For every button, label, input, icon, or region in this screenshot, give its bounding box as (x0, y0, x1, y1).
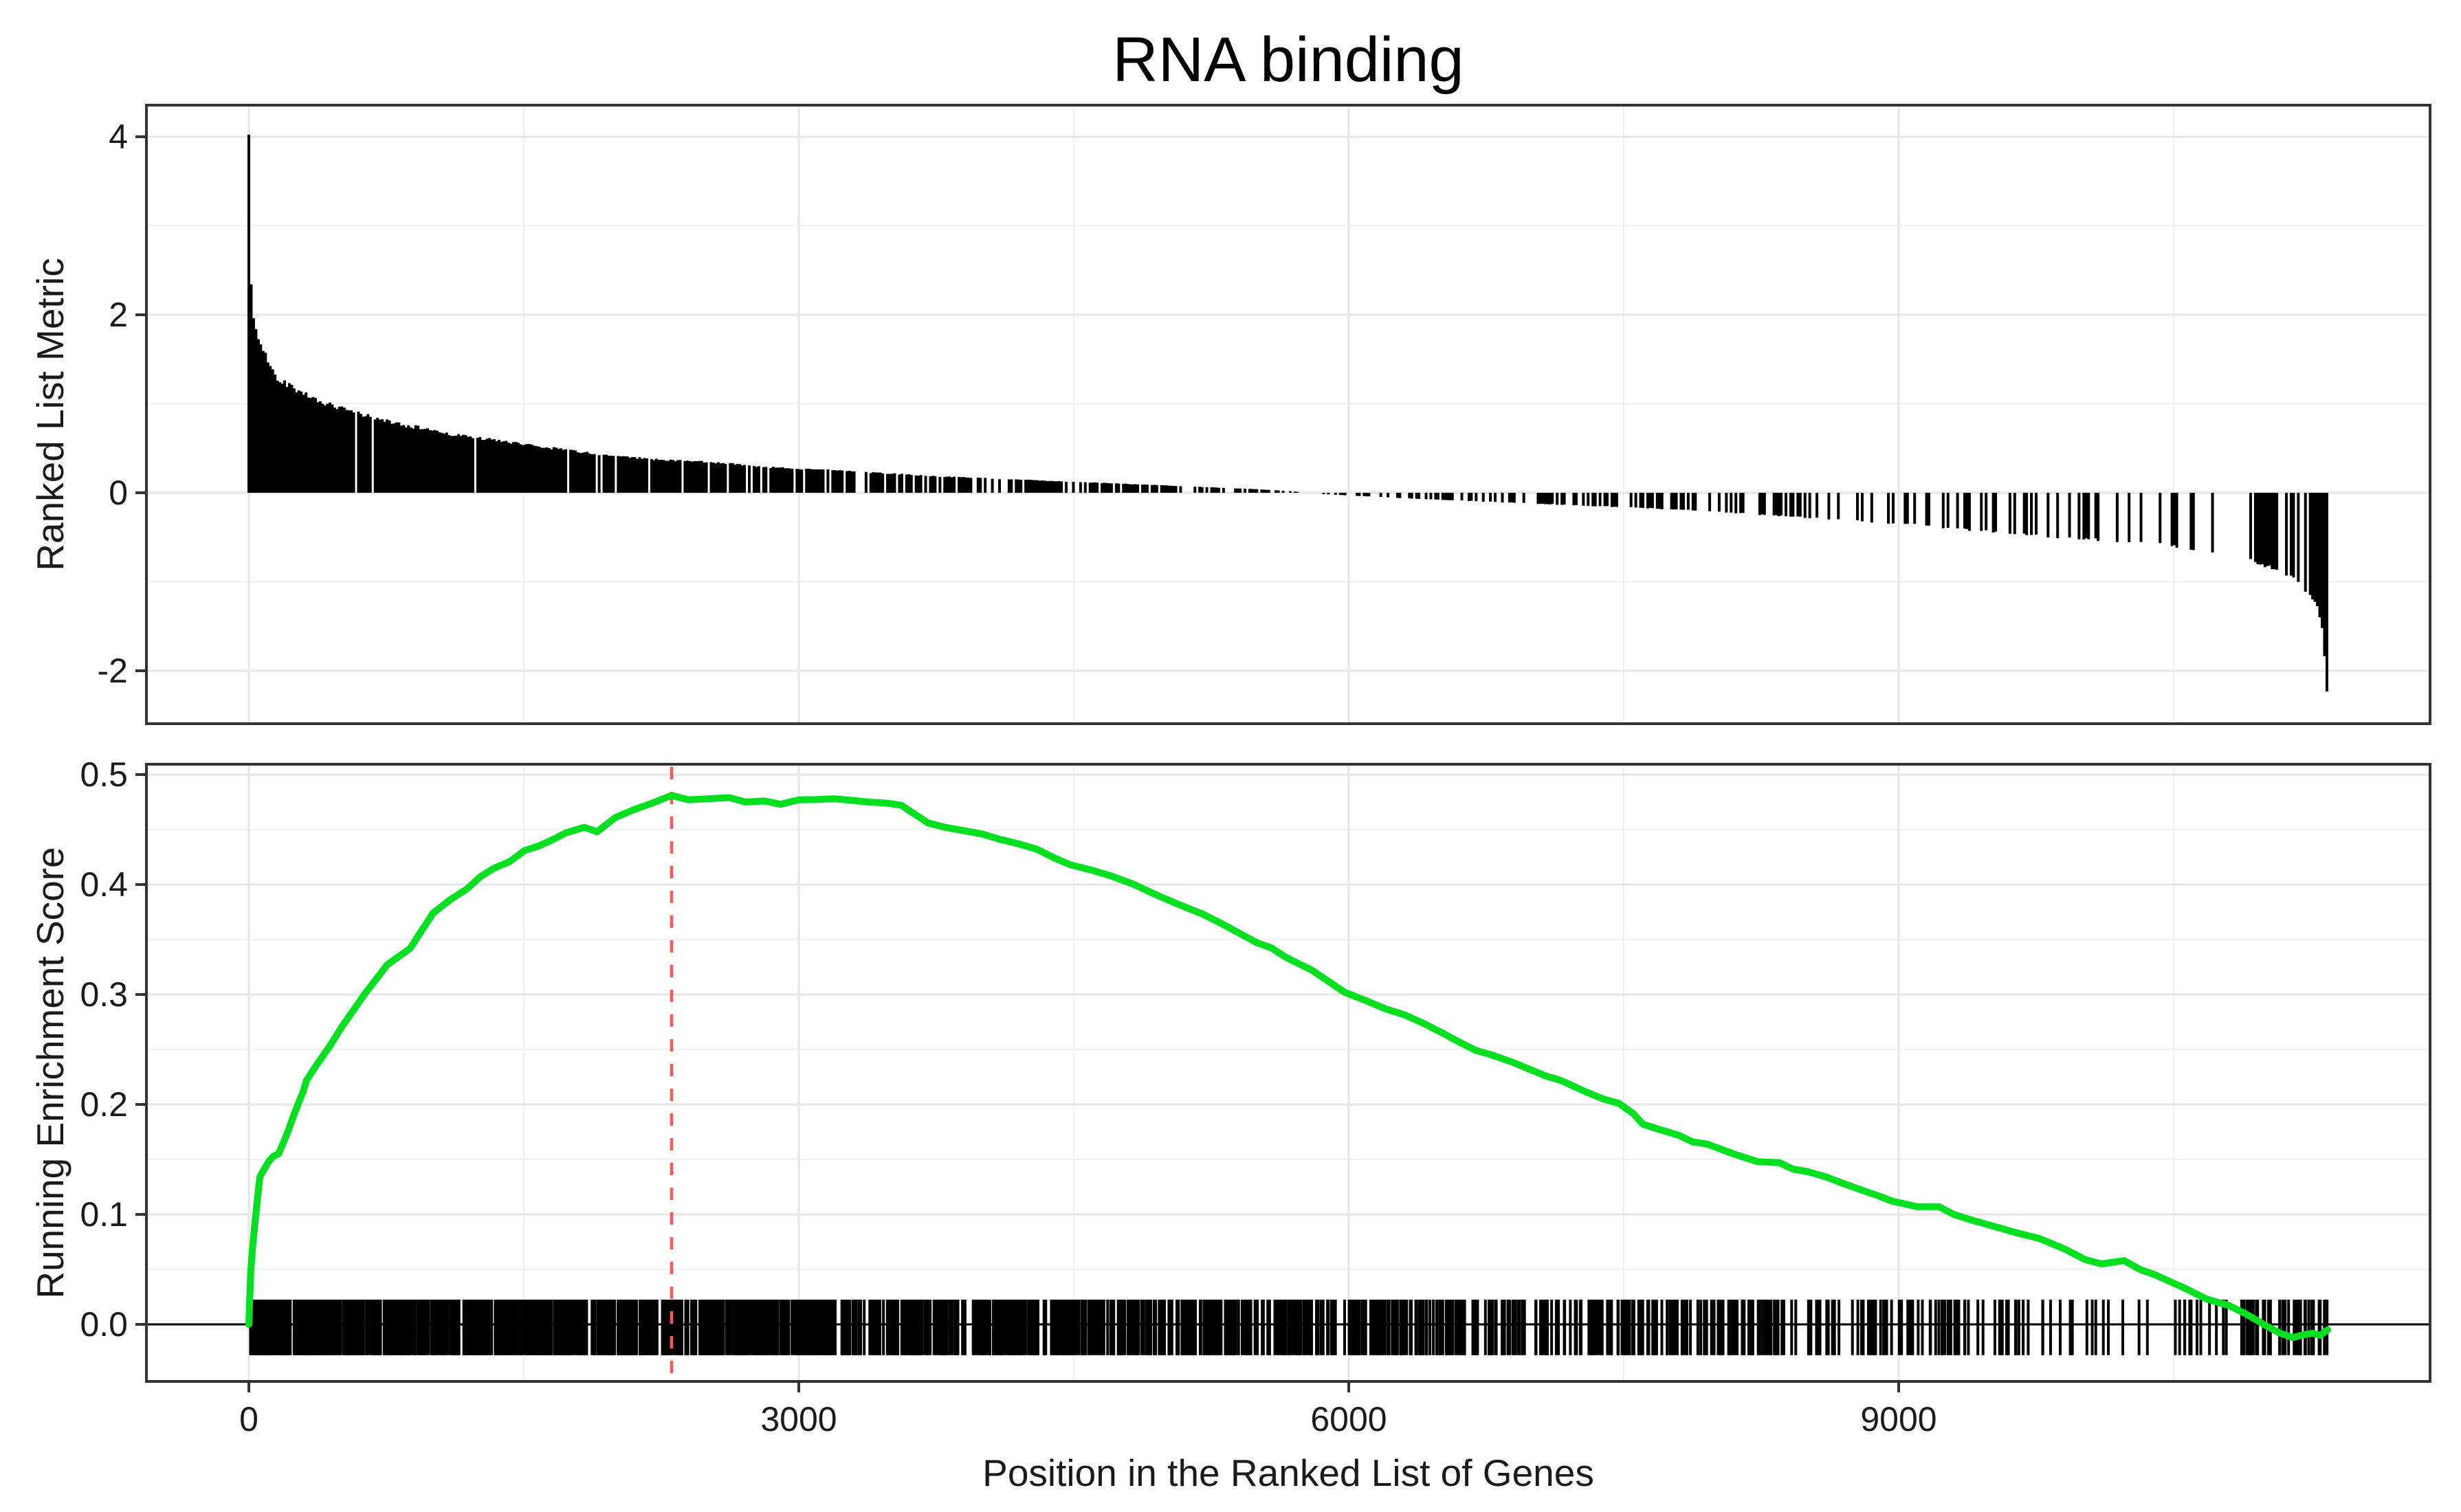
axis-tick-marks (135, 135, 1900, 1392)
y-tick-label: 0.2 (80, 1085, 128, 1124)
y-tick-label: 0.5 (80, 755, 128, 794)
y-tick-label: 0.3 (80, 975, 128, 1014)
x-tick-label: 9000 (1860, 1400, 1936, 1438)
axis-tick-labels: 4 2 0 -2 0.5 0.4 0.3 0.2 0.1 0.0 0 3000 6000 9000 (80, 118, 1936, 1438)
plot-title: RNA binding (1112, 25, 1464, 95)
y-tick-label: 0.4 (80, 865, 128, 904)
bottom-y-axis-title: Running Enrichment Score (29, 847, 71, 1298)
y-tick-label: 0.0 (80, 1305, 128, 1344)
gene-set-rug-ticks (249, 1300, 2329, 1355)
x-axis-title: Position in the Ranked List of Genes (982, 1452, 1594, 1494)
y-tick-label: -2 (98, 652, 128, 690)
x-tick-label: 0 (239, 1400, 258, 1438)
y-tick-label: 4 (109, 118, 128, 156)
y-tick-label: 0.1 (80, 1195, 128, 1234)
x-tick-label: 3000 (760, 1400, 837, 1438)
x-tick-label: 6000 (1310, 1400, 1387, 1438)
y-tick-label: 2 (109, 296, 128, 334)
top-y-axis-title: Ranked List Metric (29, 258, 71, 570)
bottom-panel-gridlines (146, 764, 2430, 1381)
ranked-metric-bars (247, 134, 2328, 692)
top-panel-gridlines (146, 105, 2430, 724)
top-panel-border (145, 104, 2431, 725)
enrichment-score-curve (245, 792, 2331, 1342)
y-tick-label: 0 (109, 474, 128, 512)
bottom-panel-border (145, 763, 2431, 1383)
